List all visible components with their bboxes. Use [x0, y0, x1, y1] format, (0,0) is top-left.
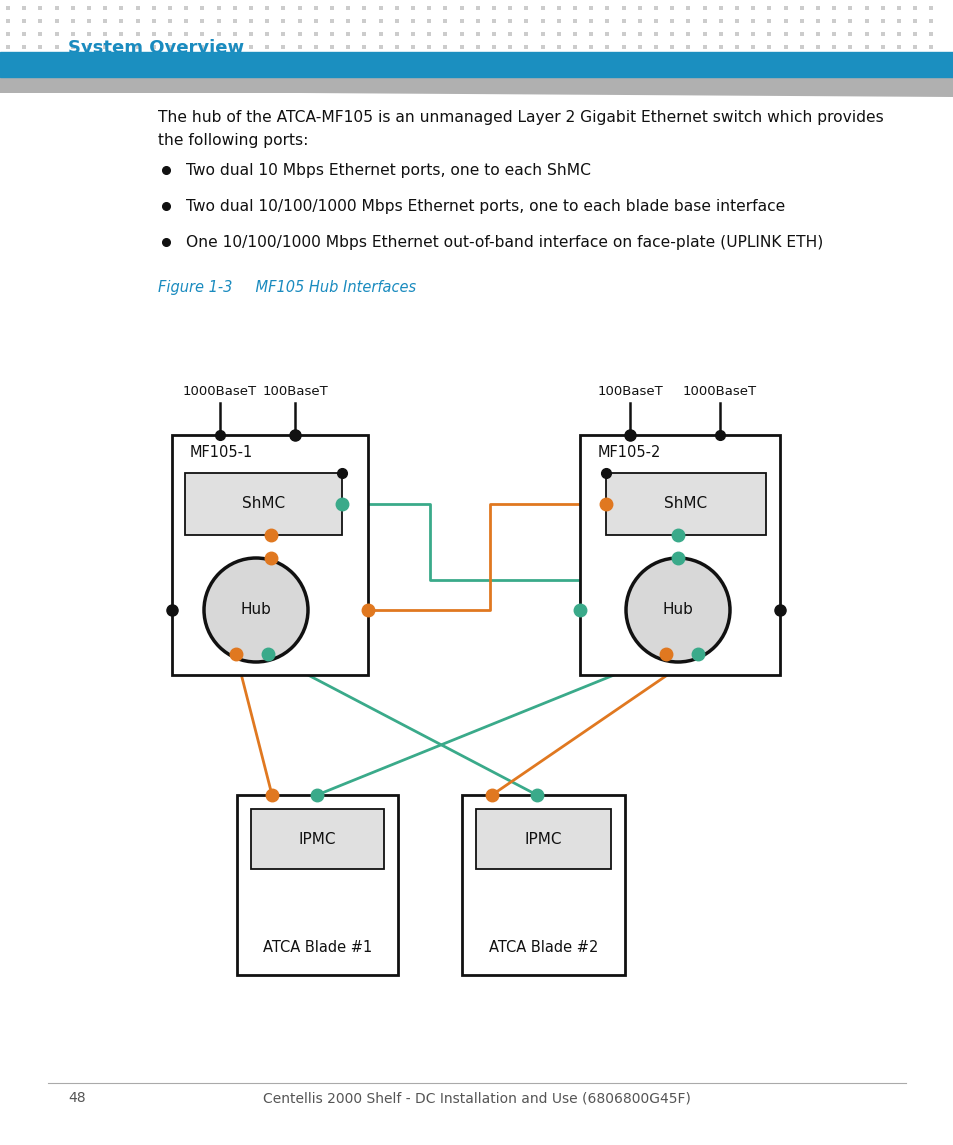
Text: One 10/100/1000 Mbps Ethernet out-of-band interface on face-plate (UPLINK ETH): One 10/100/1000 Mbps Ethernet out-of-ban…: [186, 235, 822, 250]
Bar: [172, 435, 368, 676]
Bar: [0, 52, 953, 77]
Circle shape: [204, 558, 308, 662]
Text: IPMC: IPMC: [524, 831, 561, 846]
Text: MF105-1: MF105-1: [190, 445, 253, 460]
Bar: [461, 795, 624, 976]
Text: ATCA Blade #2: ATCA Blade #2: [488, 940, 598, 955]
Text: 100BaseT: 100BaseT: [597, 385, 662, 398]
Text: IPMC: IPMC: [298, 831, 335, 846]
Text: 100BaseT: 100BaseT: [262, 385, 328, 398]
Text: Centellis 2000 Shelf - DC Installation and Use (6806800G45F): Centellis 2000 Shelf - DC Installation a…: [263, 1091, 690, 1105]
Bar: [579, 435, 780, 676]
Text: ShMC: ShMC: [663, 497, 707, 512]
Text: The hub of the ATCA-MF105 is an unmanaged Layer 2 Gigabit Ethernet switch which : The hub of the ATCA-MF105 is an unmanage…: [158, 110, 882, 148]
Circle shape: [625, 558, 729, 662]
Bar: [476, 810, 610, 869]
Bar: [251, 810, 384, 869]
Text: Hub: Hub: [240, 602, 272, 617]
Text: System Overview: System Overview: [68, 39, 244, 57]
Text: Hub: Hub: [662, 602, 693, 617]
Bar: [185, 473, 341, 535]
Polygon shape: [0, 77, 953, 97]
Text: 1000BaseT: 1000BaseT: [183, 385, 256, 398]
Text: 1000BaseT: 1000BaseT: [682, 385, 757, 398]
Text: ATCA Blade #1: ATCA Blade #1: [263, 940, 372, 955]
Text: Two dual 10 Mbps Ethernet ports, one to each ShMC: Two dual 10 Mbps Ethernet ports, one to …: [186, 163, 590, 177]
Text: Two dual 10/100/1000 Mbps Ethernet ports, one to each blade base interface: Two dual 10/100/1000 Mbps Ethernet ports…: [186, 198, 784, 213]
Text: MF105-2: MF105-2: [598, 445, 660, 460]
Text: Figure 1-3     MF105 Hub Interfaces: Figure 1-3 MF105 Hub Interfaces: [158, 281, 416, 295]
Text: ShMC: ShMC: [242, 497, 285, 512]
Bar: [605, 473, 765, 535]
Bar: [236, 795, 397, 976]
Text: 48: 48: [68, 1091, 86, 1105]
